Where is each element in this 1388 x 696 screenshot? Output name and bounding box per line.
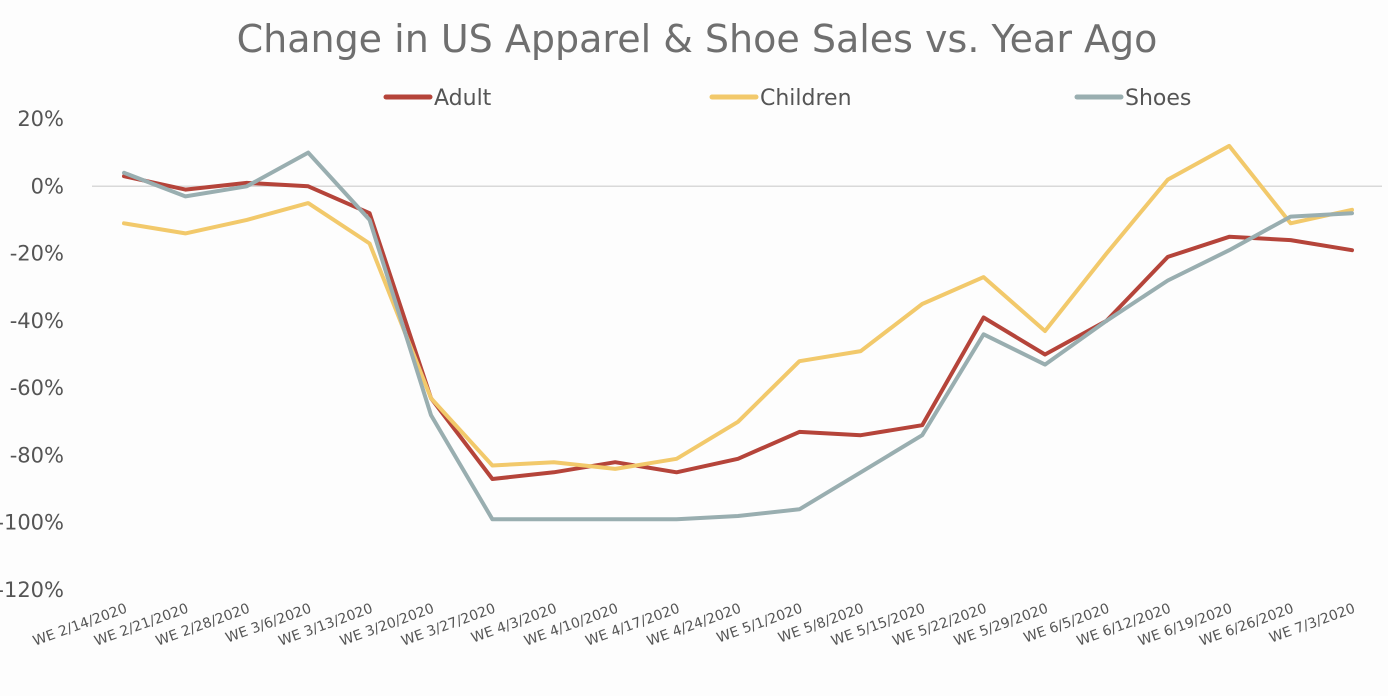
y-tick-label: -20% [10, 242, 64, 266]
legend-label: Adult [434, 86, 492, 111]
y-tick-label: -120% [0, 578, 64, 602]
legend-item-shoes: Shoes [1074, 86, 1191, 111]
legend-item-children: Children [709, 86, 852, 111]
y-tick-label: 20% [17, 107, 64, 131]
legend-item-adult: Adult [383, 86, 492, 111]
legend: Adult Children Shoes [383, 86, 1191, 111]
legend-label: Shoes [1125, 86, 1191, 111]
y-tick-label: -60% [10, 376, 64, 400]
y-tick-label: -100% [0, 511, 64, 535]
y-tick-label: 0% [31, 174, 64, 198]
series-lines [122, 143, 1354, 522]
series-line-children [122, 143, 1354, 471]
y-tick-label: -40% [10, 309, 64, 333]
series-line-adult [122, 174, 1354, 481]
legend-label: Children [760, 86, 852, 111]
y-axis: 20% 0% -20% -40% -60% -80% -100% -120% [0, 107, 64, 602]
series-line-shoes [122, 150, 1354, 522]
y-tick-label: -80% [10, 443, 64, 467]
chart-title: Change in US Apparel & Shoe Sales vs. Ye… [237, 17, 1158, 61]
